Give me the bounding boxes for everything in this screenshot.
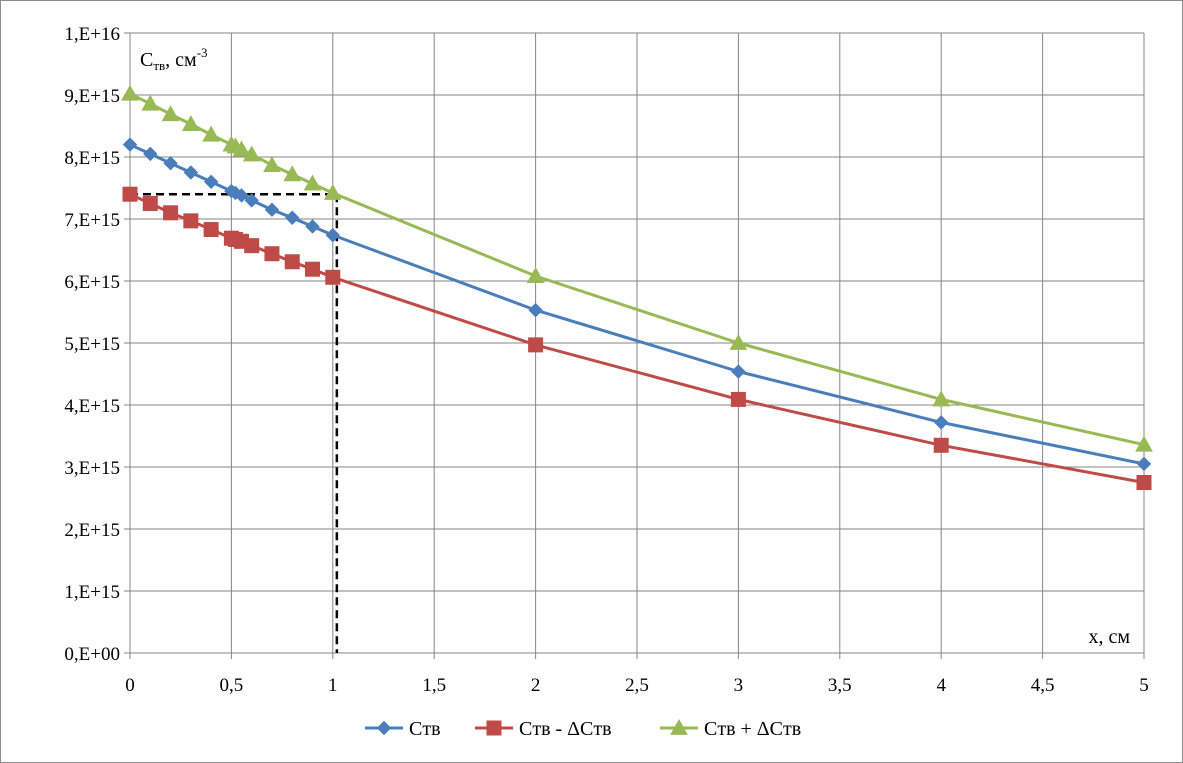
legend: Cтв Cтв - ΔCтв Cтв + ΔCтв (365, 718, 801, 740)
legend-marker (376, 720, 392, 736)
data-point (161, 105, 180, 122)
x-tick-label: 3 (734, 675, 744, 696)
data-point (242, 145, 261, 162)
gridlines (124, 32, 1145, 659)
data-point (163, 205, 179, 221)
data-point (203, 222, 219, 238)
y-tick-label: 2,E+15 (64, 520, 120, 541)
legend-label: Cтв (409, 718, 441, 740)
data-point (264, 202, 280, 217)
x-tick-label: 2,5 (625, 675, 649, 696)
data-point (1135, 435, 1153, 452)
data-point (143, 146, 158, 162)
y-tick-label: 6,E+15 (64, 272, 120, 293)
data-point (528, 302, 543, 318)
x-tick-label: 4,5 (1031, 675, 1055, 696)
data-point (1136, 456, 1152, 472)
data-point (284, 254, 300, 270)
data-point (181, 115, 200, 132)
x-tick-labels: 0 0,5 1 1,5 2 2,5 3 3,5 4 4,5 5 (125, 675, 1149, 696)
data-point (528, 337, 544, 353)
series-3 (121, 84, 1153, 452)
y-axis-label: Cтв, см-3 (140, 45, 208, 73)
series-group (121, 84, 1153, 490)
x-tick-label: 1,5 (422, 675, 446, 696)
data-point (234, 188, 249, 203)
y-tick-labels: 0,E+00 1,E+15 2,E+15 3,E+15 4,E+15 5,E+15 6,E+… (64, 24, 120, 665)
data-point (183, 165, 199, 180)
legend-item: Cтв + ΔCтв (660, 718, 801, 740)
data-point (121, 84, 139, 101)
y-tick-label: 4,E+15 (64, 396, 120, 417)
data-point (526, 267, 545, 283)
data-point (163, 155, 178, 171)
data-point (325, 227, 341, 243)
x-tick-label: 2 (531, 675, 541, 696)
data-point (285, 210, 300, 225)
y-tick-label: 0,E+00 (64, 644, 120, 665)
data-point (933, 437, 949, 453)
data-point (244, 238, 260, 254)
legend-label: Cтв + ΔCтв (704, 718, 801, 740)
x-tick-label: 1 (328, 675, 338, 696)
x-tick-label: 0 (125, 675, 135, 696)
y-tick-label: 9,E+15 (64, 86, 120, 107)
data-point (933, 415, 949, 430)
y-tick-label: 5,E+15 (64, 334, 120, 355)
data-point (283, 165, 302, 182)
y-tick-label: 1,E+15 (64, 582, 120, 603)
data-point (731, 364, 746, 379)
y-axis-label-unit: , см (165, 49, 197, 71)
data-point (141, 94, 160, 111)
data-point (122, 137, 138, 152)
legend-label: Cтв - ΔCтв (519, 718, 612, 740)
data-point (232, 140, 251, 157)
data-point (244, 193, 259, 208)
y-tick-label: 8,E+15 (64, 148, 120, 169)
data-point (263, 156, 281, 172)
series-2 (122, 186, 1152, 490)
data-point (264, 246, 280, 262)
y-tick-label: 1,E+16 (64, 24, 120, 45)
data-point (142, 196, 158, 211)
data-point (203, 174, 219, 190)
x-tick-label: 5 (1139, 675, 1149, 696)
data-point (325, 269, 341, 285)
legend-item: Cтв - ΔCтв (475, 718, 612, 740)
data-point (729, 333, 748, 350)
y-tick-label: 3,E+15 (64, 458, 120, 479)
data-point (183, 213, 199, 229)
legend-marker (486, 720, 502, 736)
y-axis-label-exp: -3 (197, 45, 208, 60)
data-point (122, 186, 138, 202)
y-axis-label-sub: тв (153, 58, 165, 73)
data-point (323, 183, 342, 200)
legend-marker (670, 718, 688, 735)
x-tick-label: 0,5 (220, 675, 244, 696)
x-tick-label: 4 (936, 675, 946, 696)
data-point (202, 125, 220, 142)
data-point (305, 261, 321, 277)
x-axis-label: x, см (1088, 626, 1130, 648)
data-point (730, 391, 746, 407)
data-point (1136, 475, 1152, 490)
y-tick-label: 7,E+15 (64, 210, 120, 231)
x-tick-label: 3,5 (828, 675, 852, 696)
data-point (303, 174, 322, 191)
data-point (305, 219, 320, 234)
annotation-lines (130, 192, 339, 653)
series-1 (122, 137, 1152, 472)
data-point (932, 390, 951, 407)
legend-item: Cтв (365, 718, 441, 740)
